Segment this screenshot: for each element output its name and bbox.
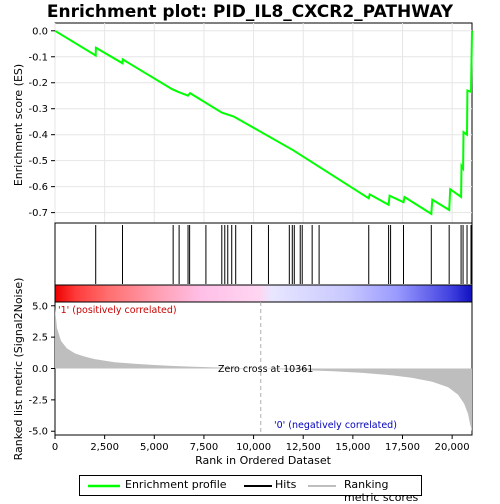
x-tick-label: 2,500 [90,442,119,453]
metric-y-tick-label: 2.5 [32,333,48,344]
positive-correlation-label: '1' (positively correlated) [58,305,177,316]
legend-hits: Hits [275,478,297,491]
es-y-tick-label: 0.0 [32,26,48,37]
metric-y-tick-label: -5.0 [28,427,48,438]
metric-y-tick-label: 5.0 [32,301,48,312]
x-tick-label: 20,000 [435,442,470,453]
chart-title: Enrichment plot: PID_IL8_CXCR2_PATHWAY [46,2,454,22]
x-tick-label: 7,500 [190,442,219,453]
zero-cross-label: Zero cross at 10361 [218,364,313,375]
es-panel-frame [54,22,473,224]
hits-panel-frame [54,222,473,286]
es-y-tick-label: -0.7 [28,208,48,219]
x-axis-ticks: 0 2,500 5,000 7,500 10,000 12,500 15,000 17,500… [52,435,470,453]
x-tick-label: 0 [52,442,58,453]
enrichment-profile-line [54,29,473,216]
hit-markers [95,225,472,284]
rank-color-bar [54,284,473,303]
legend: Enrichment profile Hits Ranking metric s… [79,475,422,504]
negative-correlation-label: '0' (negatively correlated) [274,420,397,431]
x-axis-label: Rank in Ordered Dataset [195,454,332,467]
es-grid [54,23,472,223]
ranking-metric-area [55,308,472,432]
metric-y-axis-label: Ranked list metric (Signal2Noise) [12,278,25,461]
es-y-axis-label: Enrichment score (ES) [12,64,25,186]
es-y-tick-label: -0.3 [28,104,48,115]
x-tick-label: 15,000 [335,442,370,453]
es-y-tick-label: -0.1 [28,52,48,63]
metric-y-tick-label: 0.0 [32,364,48,375]
es-y-tick-label: -0.4 [28,130,48,141]
es-y-tick-label: -0.2 [28,78,48,89]
x-tick-label: 17,500 [385,442,420,453]
es-y-ticks: 0.0 -0.1 -0.2 -0.3 -0.4 -0.5 -0.6 -0.7 [28,26,55,219]
x-tick-label: 12,500 [286,442,321,453]
es-y-tick-label: -0.5 [28,156,48,167]
es-y-tick-label: -0.6 [28,182,48,193]
x-tick-label: 10,000 [236,442,271,453]
x-tick-label: 5,000 [140,442,169,453]
metric-y-ticks: 5.0 2.5 0.0 -2.5 -5.0 [28,301,55,438]
legend-ranking-metric: Ranking metric scores [344,478,419,504]
metric-y-tick-label: -2.5 [28,395,48,406]
legend-enrichment-profile: Enrichment profile [125,478,227,491]
